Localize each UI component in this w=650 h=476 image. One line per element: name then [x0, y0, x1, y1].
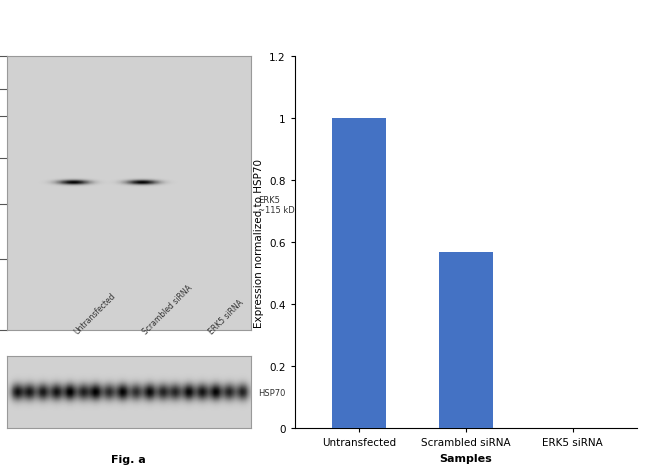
Y-axis label: Expression normalized to HSP70: Expression normalized to HSP70: [254, 159, 264, 327]
Text: HSP70: HSP70: [258, 388, 285, 397]
X-axis label: Samples: Samples: [439, 453, 492, 463]
Text: Fig. a: Fig. a: [111, 454, 146, 464]
Text: Untransfected: Untransfected: [73, 291, 118, 336]
Bar: [439, 252, 493, 428]
Text: Scrambled siRNA: Scrambled siRNA: [141, 283, 194, 336]
Bar: [332, 119, 385, 428]
Text: ERK5
~115 kDa: ERK5 ~115 kDa: [258, 195, 300, 215]
Text: ERK5 siRNA: ERK5 siRNA: [207, 298, 245, 336]
